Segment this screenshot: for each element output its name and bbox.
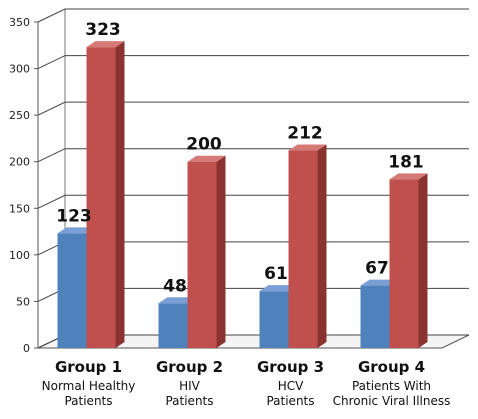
- bar-top: [187, 155, 226, 162]
- bar-front: [187, 161, 217, 348]
- gridline: [37, 101, 469, 116]
- category-sublabel: Patients With: [352, 379, 431, 393]
- y-tick-label: 250: [9, 109, 30, 122]
- data-label: 67: [365, 259, 389, 279]
- y-tick-label: 100: [9, 249, 30, 262]
- gridline: [37, 8, 469, 23]
- data-label: 181: [388, 152, 424, 172]
- y-axis: 0 50 100 150 200 250 300 350: [9, 16, 39, 355]
- y-tick-label: 150: [9, 202, 30, 215]
- bar-front: [360, 285, 390, 348]
- data-labels: 123 323 48 200 61 212 67 181: [56, 20, 424, 296]
- data-label: 61: [264, 264, 288, 284]
- bar-top: [389, 173, 428, 180]
- bar-side: [317, 144, 327, 348]
- data-label: 212: [287, 124, 323, 144]
- bar-top: [158, 297, 197, 304]
- category-sublabel: Chronic Viral Illness: [333, 394, 451, 408]
- data-label: 48: [163, 276, 187, 296]
- y-tick-label: 50: [16, 295, 30, 308]
- bar-top: [360, 279, 399, 286]
- bar-side: [418, 173, 428, 348]
- bar-front: [389, 179, 419, 348]
- y-tick-label: 0: [23, 342, 30, 355]
- data-label: 123: [56, 206, 92, 226]
- data-label: 323: [85, 20, 121, 40]
- y-tick-label: 200: [9, 156, 30, 169]
- bar: [86, 41, 125, 349]
- category-label: Group 4: [358, 358, 425, 376]
- data-label: 200: [186, 135, 222, 155]
- bar: [288, 144, 327, 348]
- gridline: [37, 148, 469, 163]
- bars: [57, 41, 428, 349]
- category-sublabel: Patients: [165, 394, 213, 408]
- bar-top: [86, 41, 125, 48]
- bar-side: [216, 155, 226, 348]
- bar-front: [288, 150, 318, 348]
- bar-top: [57, 227, 96, 234]
- y-tick-label: 300: [9, 63, 30, 76]
- category-label: Group 1: [55, 358, 122, 376]
- category-sublabel: HCV: [278, 379, 304, 393]
- category-sublabel: Patients: [266, 394, 314, 408]
- y-tick-label: 350: [9, 16, 30, 29]
- category-label: Group 2: [156, 358, 223, 376]
- gridline: [37, 194, 469, 209]
- bar-side: [115, 41, 125, 349]
- bar-front: [259, 291, 289, 348]
- bar-front: [86, 47, 116, 349]
- gridline: [37, 55, 469, 70]
- category-sublabel: HIV: [179, 379, 201, 393]
- bar-top: [288, 144, 327, 151]
- bar: [389, 173, 428, 348]
- category-label: Group 3: [257, 358, 324, 376]
- bar-top: [259, 285, 298, 292]
- category-sublabel: Normal Healthy: [42, 379, 136, 393]
- bar: [187, 155, 226, 348]
- category-sublabel: Patients: [64, 394, 112, 408]
- bar-front: [158, 303, 188, 348]
- bar-front: [57, 233, 87, 348]
